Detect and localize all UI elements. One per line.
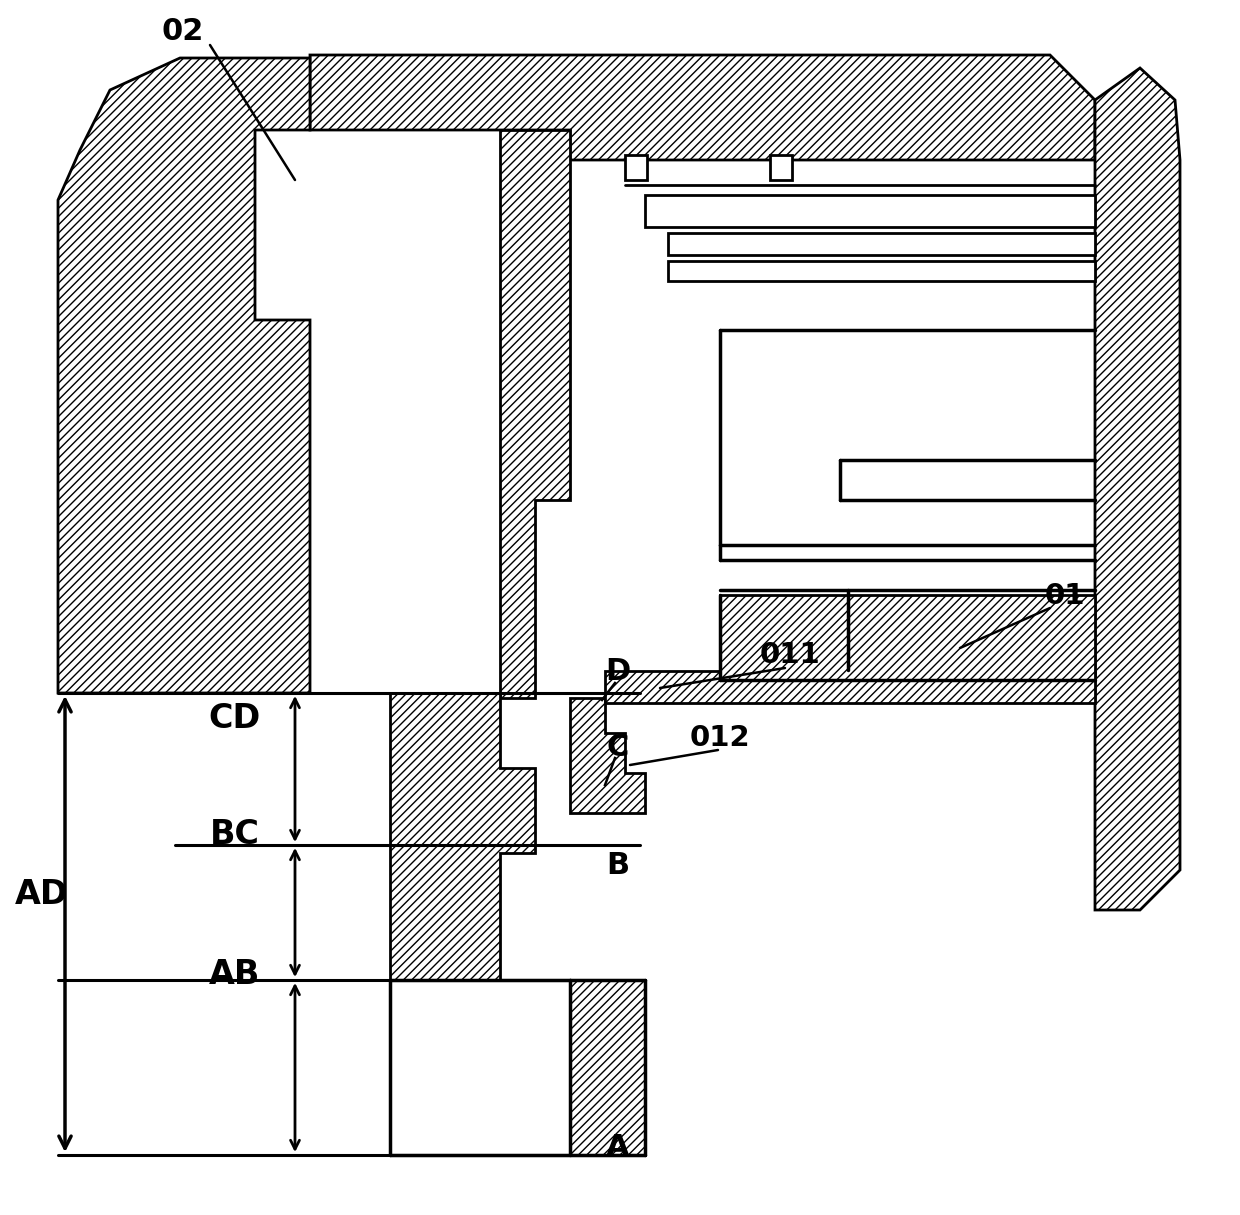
Text: 02: 02 xyxy=(161,17,205,46)
Text: AD: AD xyxy=(15,878,68,911)
Polygon shape xyxy=(720,595,1095,680)
Text: 01: 01 xyxy=(1045,582,1085,610)
Text: BC: BC xyxy=(210,819,260,852)
Text: A: A xyxy=(606,1134,630,1163)
Bar xyxy=(625,156,647,180)
Polygon shape xyxy=(570,697,645,813)
Polygon shape xyxy=(391,693,534,981)
Text: 012: 012 xyxy=(689,724,750,752)
Text: C: C xyxy=(606,734,629,763)
Polygon shape xyxy=(58,58,310,693)
Bar xyxy=(645,194,1095,227)
Bar xyxy=(668,233,1095,255)
Polygon shape xyxy=(310,55,1095,160)
Text: CD: CD xyxy=(208,701,262,735)
Text: B: B xyxy=(606,850,630,880)
Text: 011: 011 xyxy=(760,642,821,669)
Polygon shape xyxy=(570,981,645,1155)
Polygon shape xyxy=(605,671,1095,703)
Polygon shape xyxy=(500,130,570,697)
Text: AB: AB xyxy=(210,959,260,991)
Text: D: D xyxy=(605,657,631,686)
Bar xyxy=(668,261,1095,281)
Bar xyxy=(770,156,792,180)
Polygon shape xyxy=(1095,68,1180,910)
